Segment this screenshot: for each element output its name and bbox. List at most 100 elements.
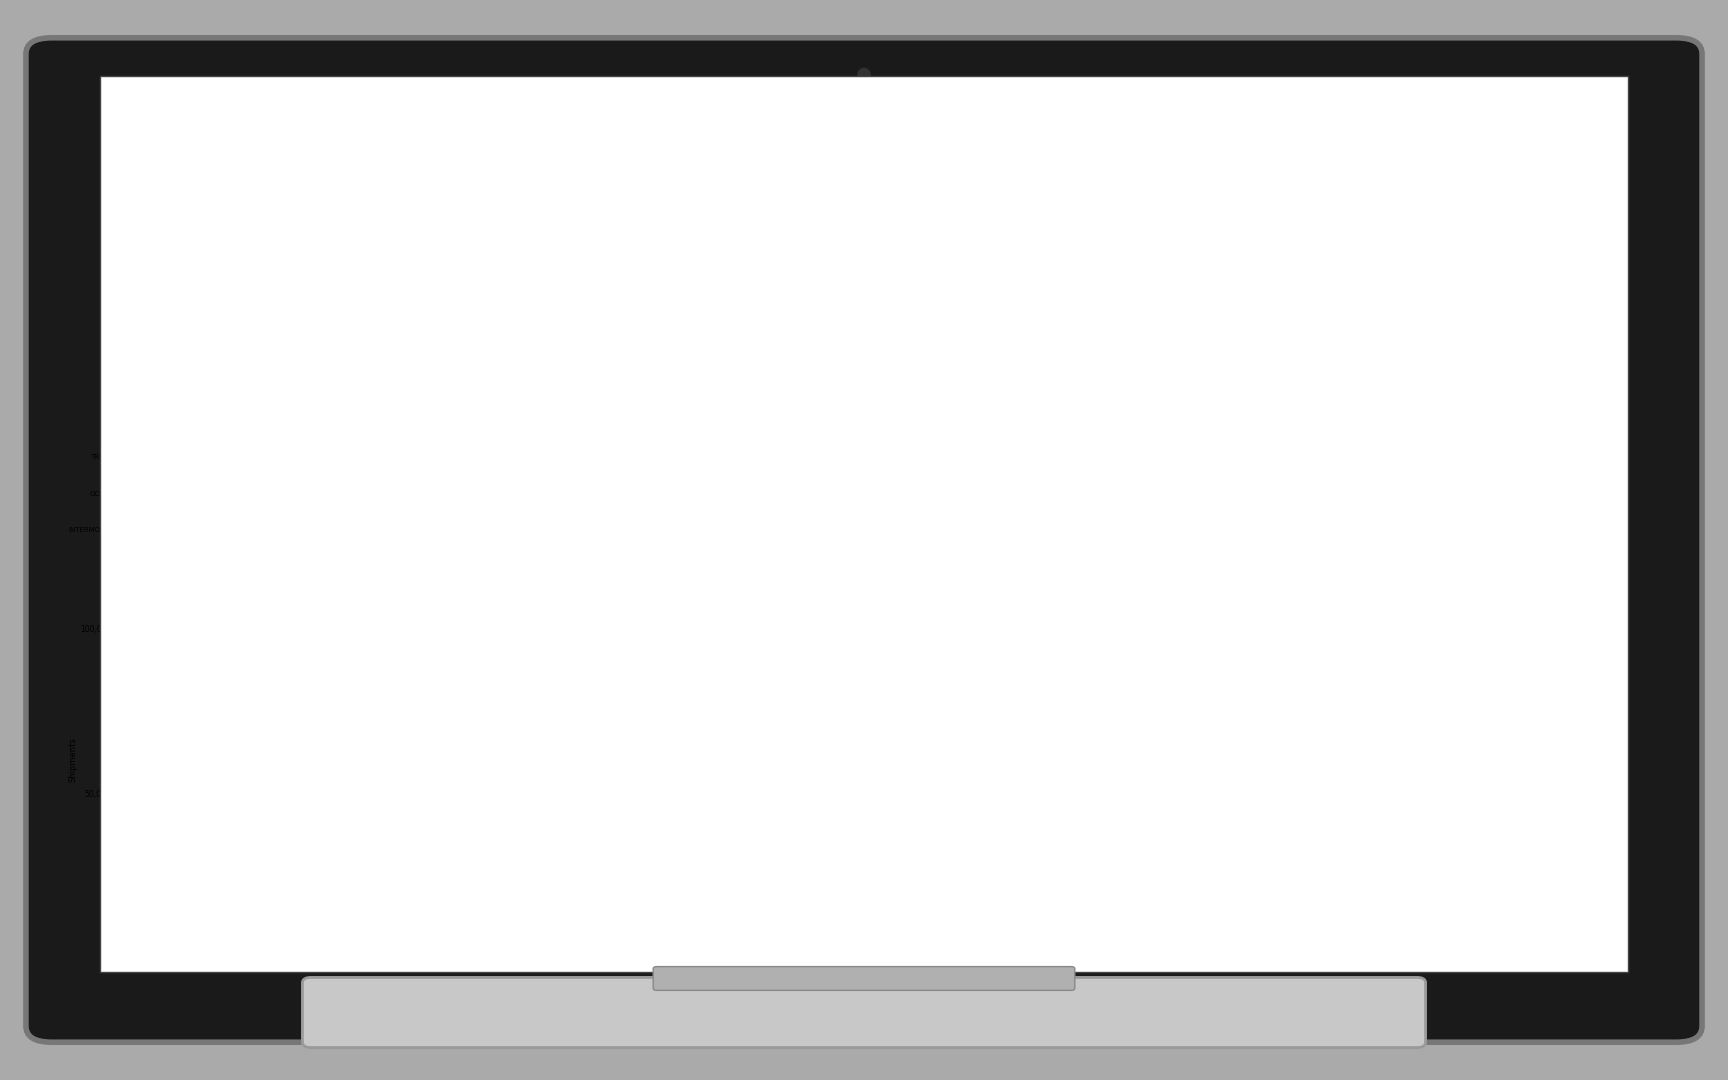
Text: GLEC Emissions Summary: GLEC Emissions Summary xyxy=(406,162,788,189)
Text: 2,840: 2,840 xyxy=(1329,454,1344,459)
Bar xyxy=(1275,617,1299,936)
Text: WTW: WTW xyxy=(786,423,823,436)
Text: 1,093: 1,093 xyxy=(1061,454,1077,459)
Bar xyxy=(954,598,978,617)
Bar xyxy=(1306,617,1331,944)
Text: 1,175: 1,175 xyxy=(1064,380,1080,386)
Bar xyxy=(1403,936,1427,940)
Text: 91%: 91% xyxy=(1414,767,1417,779)
Text: Shipments (bar)/Emission mt (line): Shipments (bar)/Emission mt (line) xyxy=(119,550,301,561)
Bar xyxy=(703,939,731,958)
Text: 91%: 91% xyxy=(1187,773,1192,786)
Bar xyxy=(1115,947,1139,958)
Text: 91%: 91% xyxy=(1541,762,1547,775)
Bar xyxy=(1306,944,1331,947)
Text: 28,301: 28,301 xyxy=(168,454,187,459)
X-axis label: Carbon Intensity (g/T-km): Carbon Intensity (g/T-km) xyxy=(810,565,909,573)
Bar xyxy=(857,606,881,947)
Text: 38,818: 38,818 xyxy=(1564,490,1583,496)
Bar xyxy=(278,915,306,958)
Bar xyxy=(1211,598,1234,617)
Text: mi: mi xyxy=(1073,423,1090,436)
Text: 92%: 92% xyxy=(995,775,1001,788)
Text: 91%: 91% xyxy=(1509,762,1514,775)
Text: 4K: 4K xyxy=(501,936,508,942)
Bar xyxy=(1339,598,1363,617)
Bar xyxy=(1242,940,1267,944)
Text: 91%: 91% xyxy=(931,773,937,786)
Bar xyxy=(1370,620,1394,940)
Bar xyxy=(890,598,914,617)
Text: 5%: 5% xyxy=(995,604,1001,611)
Text: 229,541: 229,541 xyxy=(650,454,672,459)
X-axis label: Avg. Dist per Shipment: Avg. Dist per Shipment xyxy=(1113,565,1201,573)
Text: Total Emissions CO2e (mt): Total Emissions CO2e (mt) xyxy=(190,261,308,271)
Text: 🔒: 🔒 xyxy=(219,117,223,122)
Bar xyxy=(954,944,978,947)
Text: 28,719: 28,719 xyxy=(1498,527,1517,532)
Bar xyxy=(1403,609,1427,936)
Bar xyxy=(121,483,190,503)
Bar xyxy=(921,617,945,944)
Text: 15K: 15K xyxy=(627,897,638,902)
Text: 89%: 89% xyxy=(1381,773,1386,786)
Text: 24.2: 24.2 xyxy=(774,339,833,363)
Text: 89%: 89% xyxy=(1284,770,1289,783)
Text: 46,487: 46,487 xyxy=(194,490,213,496)
Bar xyxy=(1018,620,1042,947)
Text: 12K: 12K xyxy=(330,907,340,912)
Text: 91%: 91% xyxy=(1092,773,1097,786)
Bar xyxy=(1178,598,1203,617)
Text: 10K: 10K xyxy=(372,914,382,919)
Bar xyxy=(1275,598,1299,617)
Bar xyxy=(1178,617,1203,944)
Text: 5K: 5K xyxy=(460,923,465,929)
Text: Avg. Distance/Shipment: Avg. Distance/Shipment xyxy=(1026,261,1135,271)
Bar xyxy=(921,598,945,617)
Text: 5,196: 5,196 xyxy=(1232,490,1248,496)
Bar xyxy=(1275,936,1299,940)
Bar xyxy=(619,908,646,958)
FancyBboxPatch shape xyxy=(176,78,375,106)
Text: 5,075: 5,075 xyxy=(430,380,446,386)
Bar xyxy=(1339,617,1363,944)
Bar xyxy=(1011,483,1229,503)
X-axis label: Total CO2 Emissions: Total CO2 Emissions xyxy=(230,565,306,573)
Bar xyxy=(1051,617,1075,944)
Text: 1,484: 1,484 xyxy=(128,380,143,386)
Text: Uber Freight: Uber Freight xyxy=(138,162,325,189)
Text: 95%: 95% xyxy=(867,770,873,783)
Text: 249,733: 249,733 xyxy=(195,339,302,363)
Text: % Shipments by Mode: % Shipments by Mode xyxy=(823,550,938,561)
Y-axis label: Total CO2 Emissions: Total CO2 Emissions xyxy=(772,718,781,802)
Text: 13K: 13K xyxy=(244,904,254,908)
Bar xyxy=(491,935,518,958)
Text: 3%: 3% xyxy=(1477,599,1483,607)
Bar xyxy=(121,409,130,430)
Bar xyxy=(1115,944,1139,947)
Bar xyxy=(1146,598,1170,612)
Text: 5%: 5% xyxy=(1348,604,1353,611)
Bar xyxy=(1500,933,1524,940)
Bar xyxy=(921,944,945,947)
Bar xyxy=(1115,617,1139,944)
Text: 5%: 5% xyxy=(1059,604,1064,611)
Bar xyxy=(1467,598,1491,609)
Text: 6K: 6K xyxy=(672,927,679,932)
Bar xyxy=(121,446,162,467)
Bar xyxy=(1339,944,1363,947)
Text: 503,118: 503,118 xyxy=(465,339,574,363)
Bar xyxy=(1306,409,1327,430)
Bar xyxy=(1436,940,1458,944)
Text: 1,378: 1,378 xyxy=(1044,339,1118,363)
Text: 91%: 91% xyxy=(1059,773,1064,786)
Bar xyxy=(890,947,914,958)
Bar xyxy=(1051,947,1075,958)
Bar xyxy=(714,373,779,393)
Text: 5%: 5% xyxy=(899,604,904,611)
Bar xyxy=(1082,944,1106,947)
Y-axis label: Shipments: Shipments xyxy=(69,738,78,783)
Text: 16K: 16K xyxy=(584,894,594,899)
Bar xyxy=(1242,602,1267,620)
Bar xyxy=(1339,947,1363,958)
